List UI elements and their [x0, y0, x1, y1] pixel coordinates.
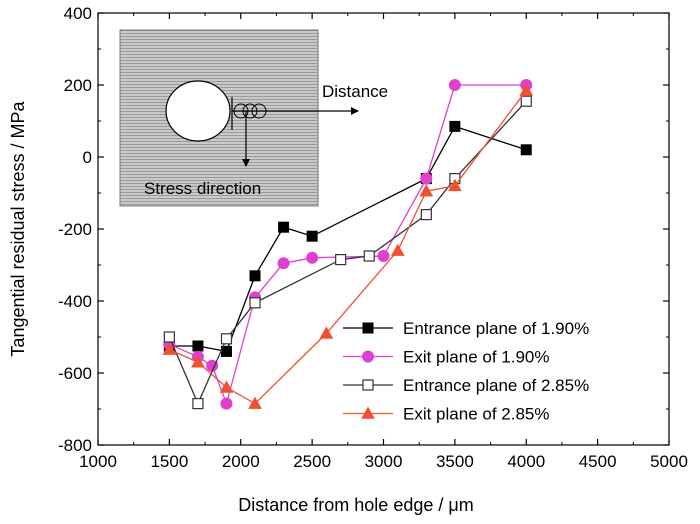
data-point — [220, 333, 233, 345]
data-point — [520, 144, 532, 156]
x-tick-label: 3000 — [365, 452, 403, 471]
x-tick-label: 1500 — [150, 452, 188, 471]
data-point — [448, 79, 461, 91]
data-point — [449, 120, 461, 132]
y-tick-label: -800 — [58, 436, 92, 455]
data-point — [419, 184, 434, 197]
y-axis-title: Tangential residual stress / MPa — [8, 100, 28, 356]
data-point — [249, 270, 261, 282]
data-point — [335, 254, 347, 266]
series-4 — [162, 83, 534, 409]
x-tick-label: 2000 — [222, 452, 260, 471]
y-tick-label: -200 — [58, 220, 92, 239]
legend: Entrance plane of 1.90% Exit plane of 1.9… — [343, 319, 589, 424]
data-point — [520, 95, 532, 107]
legend-entry-2: Exit plane of 1.90% — [343, 348, 549, 367]
inset-distance-label: Distance — [322, 82, 388, 101]
y-tick-label: 400 — [64, 4, 92, 23]
data-point — [248, 396, 262, 409]
data-point — [162, 342, 177, 355]
data-point — [362, 379, 374, 391]
data-point — [278, 221, 290, 233]
data-point — [448, 178, 462, 192]
legend-label: Entrance plane of 2.85% — [403, 376, 589, 395]
legend-label: Entrance plane of 1.90% — [403, 319, 589, 338]
x-tick-label: 3500 — [436, 452, 474, 471]
x-tick-label: 1000 — [79, 452, 117, 471]
data-point — [390, 243, 405, 256]
legend-entry-3: Entrance plane of 2.85% — [343, 376, 589, 395]
y-tick-label: -400 — [58, 292, 92, 311]
data-point — [192, 398, 204, 410]
data-point — [306, 230, 318, 242]
data-point — [519, 83, 534, 96]
y-tick-label: 200 — [64, 76, 92, 95]
data-point — [420, 209, 432, 221]
x-tick-label: 4000 — [507, 452, 545, 471]
legend-entry-1: Entrance plane of 1.90% — [343, 319, 589, 338]
data-point — [306, 251, 319, 264]
data-point — [191, 355, 205, 368]
data-point — [277, 257, 290, 270]
data-point — [220, 397, 233, 410]
legend-label: Exit plane of 1.90% — [403, 348, 549, 367]
data-point — [319, 326, 334, 339]
data-point — [377, 250, 390, 262]
data-point — [361, 406, 375, 419]
series-2 — [163, 79, 533, 410]
inset-hole — [165, 80, 231, 142]
series-layer — [162, 79, 534, 410]
data-point — [163, 331, 175, 343]
data-point — [249, 297, 261, 309]
data-point — [192, 340, 204, 352]
inset-stress-label: Stress direction — [144, 179, 261, 198]
x-axis-title: Distance from hole edge / μm — [238, 495, 473, 515]
x-tick-label: 5000 — [650, 452, 688, 471]
data-point — [362, 350, 374, 363]
data-point — [363, 250, 375, 262]
legend-entry-4: Exit plane of 2.85% — [343, 405, 549, 424]
y-tick-label: 0 — [83, 148, 92, 167]
axes: 1000 1500 2000 2500 3000 3500 4000 4500 5000-800… — [58, 4, 688, 471]
inset-schematic: Distance Stress direction — [119, 29, 388, 207]
data-point — [420, 172, 433, 185]
legend-label: Exit plane of 2.85% — [403, 405, 549, 424]
x-tick-label: 4500 — [579, 452, 617, 471]
data-point — [219, 380, 234, 393]
x-tick-label: 2500 — [293, 452, 331, 471]
y-tick-label: -600 — [58, 364, 92, 383]
data-point — [362, 322, 374, 334]
